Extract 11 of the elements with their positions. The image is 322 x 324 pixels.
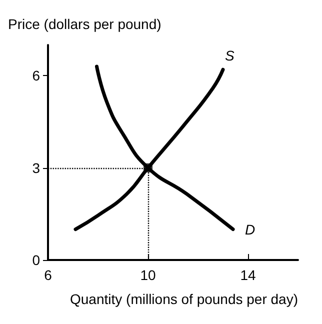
x-tick-label: 10 [140, 267, 156, 283]
x-tick-label: 6 [44, 267, 52, 283]
y-tick-label: 0 [32, 252, 40, 268]
y-tick-label: 6 [32, 68, 40, 84]
x-axis-title: Quantity (millions of pounds per day) [70, 291, 298, 307]
y-axis-title: Price (dollars per pound) [8, 16, 162, 32]
line-series [95, 64, 235, 232]
y-tick-label: 3 [32, 160, 40, 176]
series-label: D [245, 221, 256, 238]
series-label: S [225, 48, 235, 64]
x-tick-label: 14 [240, 267, 256, 283]
